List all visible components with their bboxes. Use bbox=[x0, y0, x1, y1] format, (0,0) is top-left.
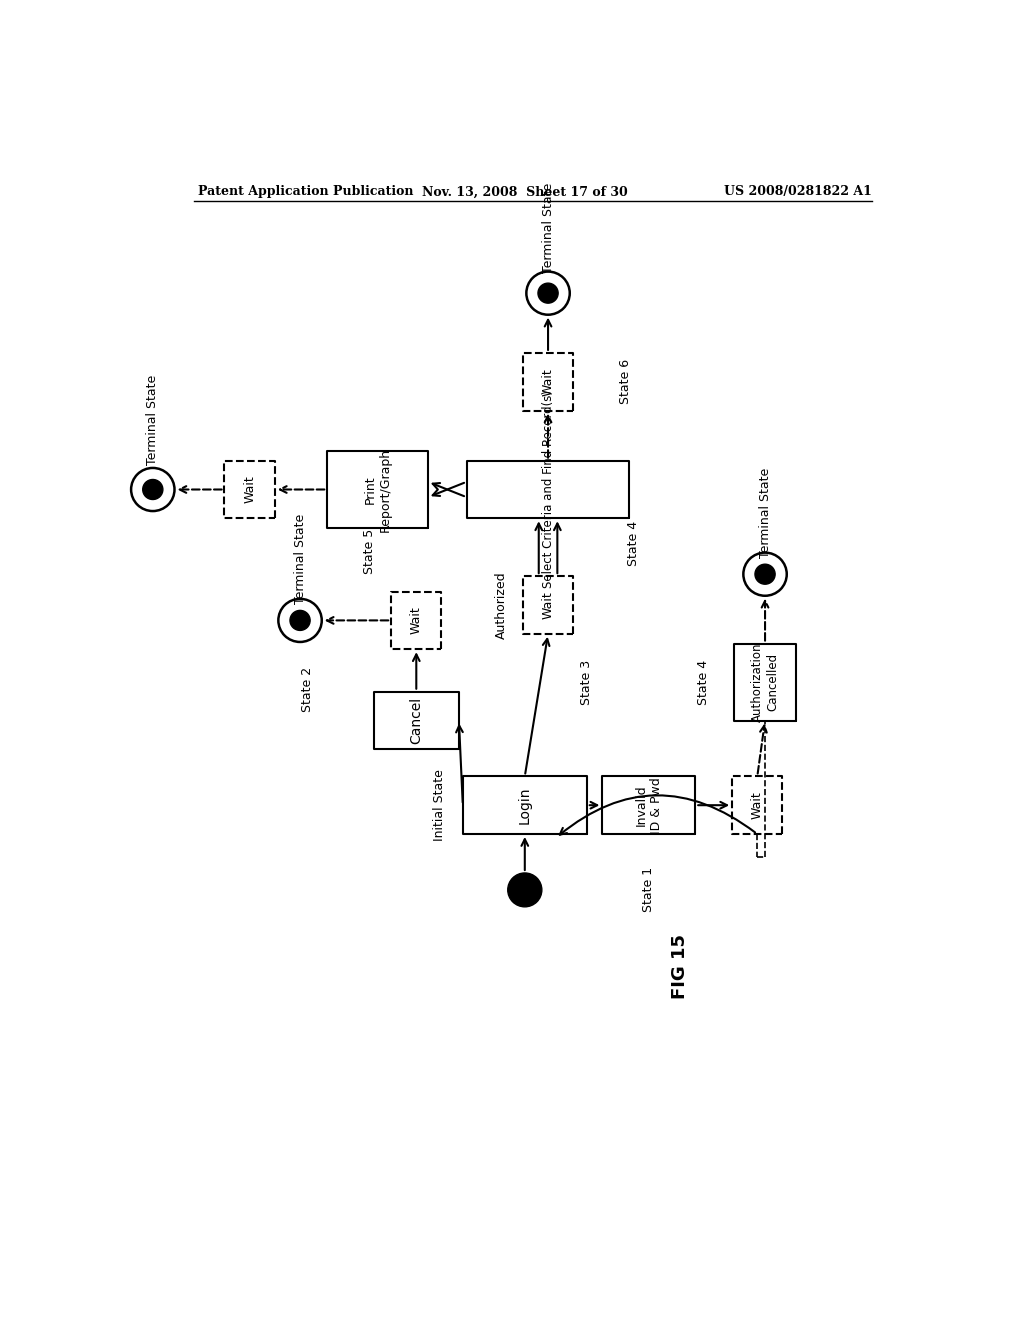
Text: US 2008/0281822 A1: US 2008/0281822 A1 bbox=[724, 185, 872, 198]
Text: State 1: State 1 bbox=[642, 867, 655, 912]
Circle shape bbox=[290, 610, 310, 631]
Text: Wait: Wait bbox=[410, 606, 423, 635]
Text: Nov. 13, 2008  Sheet 17 of 30: Nov. 13, 2008 Sheet 17 of 30 bbox=[422, 185, 628, 198]
Text: Wait: Wait bbox=[751, 791, 764, 820]
Circle shape bbox=[508, 873, 542, 907]
Text: State 5: State 5 bbox=[364, 528, 376, 574]
Text: State 3: State 3 bbox=[581, 660, 593, 705]
Text: Terminal State: Terminal State bbox=[146, 375, 160, 466]
Circle shape bbox=[755, 564, 775, 585]
Text: Wait: Wait bbox=[542, 591, 555, 619]
Text: State 4: State 4 bbox=[696, 660, 710, 705]
Text: FIG 15: FIG 15 bbox=[671, 935, 689, 999]
Text: Cancel: Cancel bbox=[410, 697, 423, 744]
Text: Terminal State: Terminal State bbox=[294, 513, 306, 605]
Text: Initial State: Initial State bbox=[433, 770, 446, 841]
Text: Authorization
Cancelled: Authorization Cancelled bbox=[751, 643, 779, 722]
Text: Invalid
ID & Pwd: Invalid ID & Pwd bbox=[635, 777, 663, 833]
Text: Patent Application Publication: Patent Application Publication bbox=[198, 185, 414, 198]
Text: Authorized: Authorized bbox=[495, 572, 508, 639]
Circle shape bbox=[279, 599, 322, 642]
Circle shape bbox=[142, 479, 163, 499]
Circle shape bbox=[743, 553, 786, 595]
Text: State 6: State 6 bbox=[620, 359, 632, 404]
Text: State 4: State 4 bbox=[627, 521, 640, 566]
Text: Terminal State: Terminal State bbox=[759, 467, 771, 558]
Text: Print
Report/Graph: Print Report/Graph bbox=[364, 447, 391, 532]
Text: Select Criteria and Find Record(s): Select Criteria and Find Record(s) bbox=[542, 391, 555, 589]
Text: Wait: Wait bbox=[542, 368, 555, 396]
Text: Login: Login bbox=[518, 787, 531, 824]
Circle shape bbox=[526, 272, 569, 314]
Circle shape bbox=[131, 469, 174, 511]
Circle shape bbox=[538, 284, 558, 304]
Text: Terminal State: Terminal State bbox=[542, 182, 555, 273]
Text: State 2: State 2 bbox=[301, 667, 314, 713]
Text: Wait: Wait bbox=[243, 475, 256, 503]
